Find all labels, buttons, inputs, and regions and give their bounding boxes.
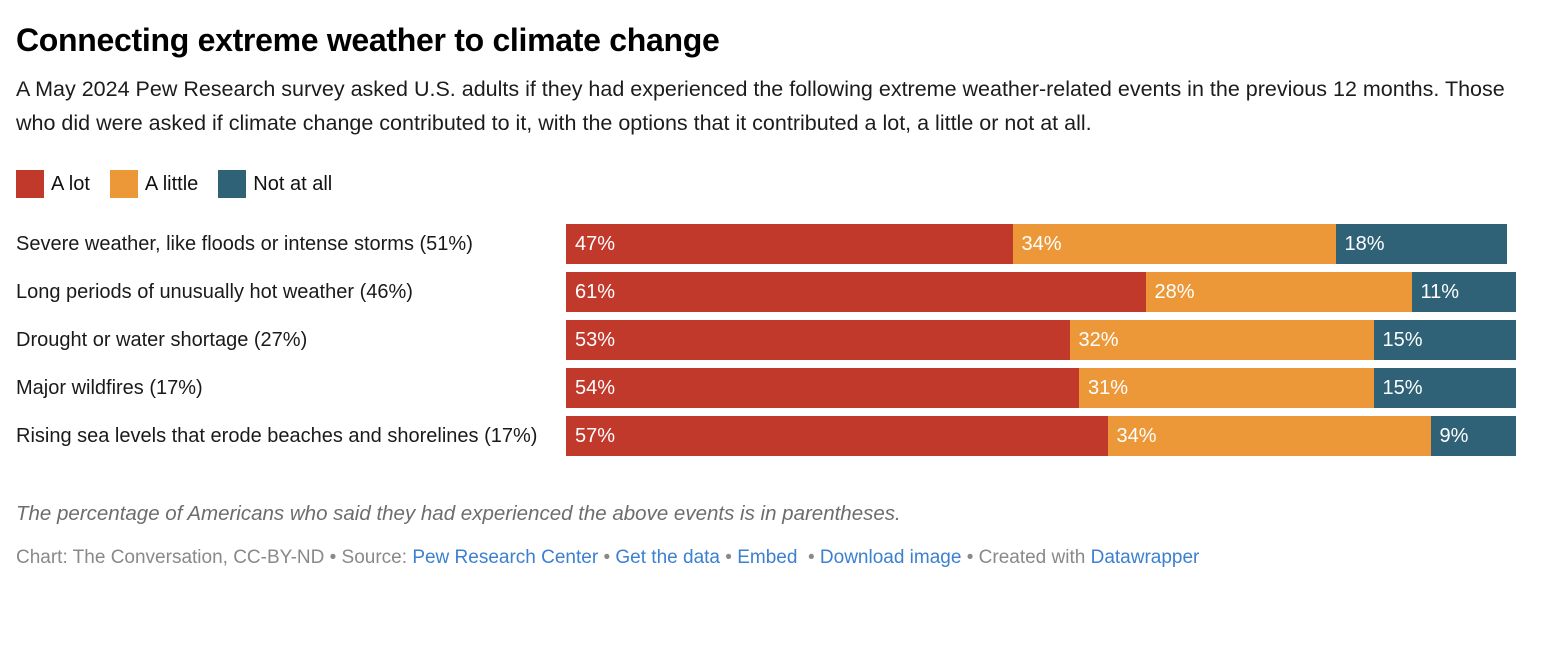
bar-segment: 53% <box>566 320 1070 360</box>
bar-segment: 28% <box>1145 272 1412 312</box>
chart-title: Connecting extreme weather to climate ch… <box>16 22 720 58</box>
attribution-text: • <box>598 546 616 568</box>
stacked-bar-chart: Severe weather, like floods or intense s… <box>16 224 1516 456</box>
legend: A lot A little Not at all <box>16 170 1516 198</box>
bar-segment: 18% <box>1335 224 1507 264</box>
bar-segment: 34% <box>1107 416 1431 456</box>
legend-label: A little <box>144 172 199 195</box>
legend-swatch <box>218 170 247 198</box>
bar-segment: 47% <box>566 224 1013 264</box>
chart-row: Rising sea levels that erode beaches and… <box>16 416 1516 456</box>
bar-value-label: 53% <box>575 328 616 351</box>
attribution-text: • <box>797 546 820 568</box>
attribution-link[interactable]: Datawrapper <box>1090 546 1200 568</box>
bar-value-label: 28% <box>1154 280 1195 303</box>
legend-item: Not at all <box>218 170 332 198</box>
row-label: Rising sea levels that erode beaches and… <box>16 424 538 447</box>
legend-item: A lot <box>16 170 90 198</box>
legend-item: A little <box>109 170 199 198</box>
legend-swatch <box>109 170 138 198</box>
footnote: The percentage of Americans who said the… <box>16 502 901 525</box>
bar-stack: 53% 32% 15% <box>566 320 1516 360</box>
bar-value-label: 15% <box>1382 376 1423 399</box>
bar-segment: 54% <box>566 368 1079 408</box>
bar-segment: 34% <box>1012 224 1336 264</box>
bar-segment: 15% <box>1373 320 1516 360</box>
row-label: Major wildfires (17%) <box>16 376 203 399</box>
row-label: Long periods of unusually hot weather (4… <box>16 280 413 303</box>
bar-value-label: 32% <box>1078 328 1119 351</box>
bar-value-label: 61% <box>575 280 616 303</box>
attribution-text: • Created with <box>961 546 1091 568</box>
bar-segment: 32% <box>1069 320 1374 360</box>
bar-stack: 54% 31% 15% <box>566 368 1516 408</box>
bar-value-label: 47% <box>575 232 616 255</box>
attribution-text: Chart: The Conversation, CC-BY-ND • Sour… <box>16 546 413 568</box>
attribution-text: • <box>719 546 738 568</box>
bar-value-label: 57% <box>575 424 616 447</box>
bar-value-label: 34% <box>1116 424 1157 447</box>
bar-value-label: 11% <box>1420 280 1460 303</box>
bar-stack: 57% 34% 9% <box>566 416 1516 456</box>
bar-segment: 15% <box>1373 368 1516 408</box>
bar-value-label: 54% <box>575 376 616 399</box>
bar-value-label: 34% <box>1021 232 1062 255</box>
chart-row: Major wildfires (17%) 54% 31% 15% <box>16 368 1516 408</box>
bar-segment: 9% <box>1430 416 1516 456</box>
chart-row: Drought or water shortage (27%) 53% 32% … <box>16 320 1516 360</box>
bar-segment: 57% <box>566 416 1108 456</box>
bar-segment: 11% <box>1411 272 1516 312</box>
bar-segment: 31% <box>1079 368 1374 408</box>
chart-row: Long periods of unusually hot weather (4… <box>16 272 1516 312</box>
attribution-link[interactable]: Embed <box>737 546 798 568</box>
legend-label: A lot <box>51 172 90 195</box>
attribution-link[interactable]: Download image <box>819 546 962 568</box>
attribution-link[interactable]: Pew Research Center <box>412 546 599 568</box>
bar-segment: 61% <box>566 272 1146 312</box>
bar-value-label: 9% <box>1439 424 1469 447</box>
legend-swatch <box>16 170 44 198</box>
chart-description: A May 2024 Pew Research survey asked U.S… <box>16 77 1505 135</box>
bar-value-label: 15% <box>1382 328 1423 351</box>
row-label: Drought or water shortage (27%) <box>16 328 308 351</box>
attribution-link[interactable]: Get the data <box>615 546 720 568</box>
row-label: Severe weather, like floods or intense s… <box>16 232 473 255</box>
bar-value-label: 31% <box>1088 376 1129 399</box>
bar-value-label: 18% <box>1344 232 1385 255</box>
attribution-line: Chart: The Conversation, CC-BY-ND • Sour… <box>16 547 1516 569</box>
bar-stack: 47% 34% 18% <box>566 224 1516 264</box>
legend-label: Not at all <box>253 172 333 195</box>
bar-stack: 61% 28% 11% <box>566 272 1516 312</box>
chart-row: Severe weather, like floods or intense s… <box>16 224 1516 264</box>
